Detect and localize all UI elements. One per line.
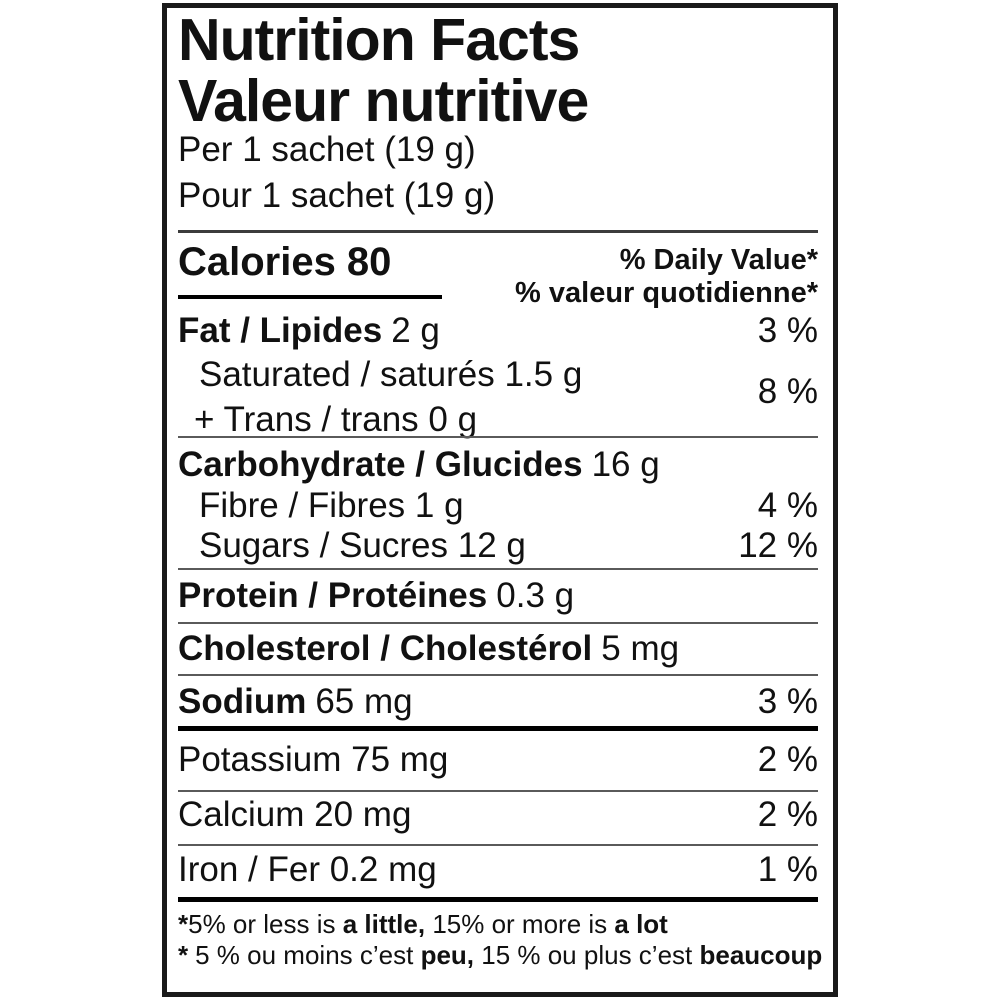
nutrient-row-calcium: Calcium 20 mg 2 % bbox=[178, 794, 818, 836]
cholesterol-amount: 5 mg bbox=[601, 629, 680, 668]
sugars-name: Sugars / Sucres 12 g bbox=[199, 526, 526, 565]
serving-divider bbox=[178, 230, 818, 233]
footnote-en: *5% or less is a little, 15% or more is … bbox=[178, 909, 668, 939]
calcium-divider bbox=[178, 844, 818, 846]
protein-name: Protein / Protéines 0.3 g bbox=[178, 576, 575, 615]
nutrient-row-sugars: Sugars / Sucres 12 g 12 % bbox=[178, 525, 818, 567]
nutrient-row-potassium: Potassium 75 mg 2 % bbox=[178, 739, 818, 781]
serving-size-en: Per 1 sachet (19 g) bbox=[178, 130, 476, 169]
protein-divider bbox=[178, 622, 818, 624]
calcium-daily-value: 2 % bbox=[757, 795, 818, 834]
sodium-name: Sodium 65 mg bbox=[178, 682, 413, 721]
protein-amount: 0.3 g bbox=[496, 576, 575, 615]
fat-name: Fat / Lipides 2 g bbox=[178, 311, 440, 350]
nutrient-row-sodium: Sodium 65 mg 3 % bbox=[178, 681, 818, 723]
cholesterol-name: Cholesterol / Cholestérol 5 mg bbox=[178, 629, 680, 668]
title-en: Nutrition Facts bbox=[178, 7, 580, 73]
nutrient-row-fat: Fat / Lipides 2 g 3 % bbox=[178, 310, 818, 352]
fat-divider bbox=[178, 436, 818, 438]
daily-value-header: % Daily Value* % valeur quotidienne* bbox=[178, 244, 818, 310]
fat-daily-value: 3 % bbox=[757, 311, 818, 350]
fat-amount: 2 g bbox=[391, 311, 440, 350]
daily-value-header-en: % Daily Value* bbox=[619, 244, 818, 276]
nutrient-row-cholesterol: Cholesterol / Cholestérol 5 mg bbox=[178, 628, 818, 670]
serving-block: Per 1 sachet (19 g) Pour 1 sachet (19 g) bbox=[178, 127, 818, 219]
potassium-divider bbox=[178, 790, 818, 792]
fibre-daily-value: 4 % bbox=[757, 486, 818, 525]
calories-label: Calories bbox=[178, 240, 336, 284]
nutrient-row-iron: Iron / Fer 0.2 mg 1 % bbox=[178, 849, 818, 891]
trans-name: + Trans / trans 0 g bbox=[194, 400, 478, 439]
calories-underline bbox=[178, 295, 442, 299]
sodium-thick-divider bbox=[178, 726, 818, 731]
sodium-daily-value: 3 % bbox=[757, 682, 818, 721]
daily-value-header-fr: % valeur quotidienne* bbox=[515, 277, 818, 309]
footnote-fr: * 5 % ou moins c’est peu, 15 % ou plus c’… bbox=[178, 940, 823, 970]
saturated-trans-daily-value: 8 % bbox=[757, 372, 818, 411]
nutrient-row-fibre: Fibre / Fibres 1 g 4 % bbox=[178, 485, 818, 527]
nutrient-row-protein: Protein / Protéines 0.3 g bbox=[178, 575, 818, 617]
carbohydrate-name: Carbohydrate / Glucides 16 g bbox=[178, 445, 660, 484]
saturated-name: Saturated / saturés 1.5 g bbox=[199, 355, 583, 394]
sodium-amount: 65 mg bbox=[315, 682, 413, 721]
serving-size-fr: Pour 1 sachet (19 g) bbox=[178, 176, 496, 215]
nutrient-row-saturated: Saturated / saturés 1.5 g bbox=[178, 354, 818, 396]
nutrition-facts-panel: Nutrition Facts Valeur nutritive Per 1 s… bbox=[162, 3, 838, 997]
sugars-daily-value: 12 % bbox=[738, 526, 818, 565]
carbohydrate-divider bbox=[178, 568, 818, 570]
iron-daily-value: 1 % bbox=[757, 850, 818, 889]
iron-name: Iron / Fer 0.2 mg bbox=[178, 850, 437, 889]
footnote-block: *5% or less is a little, 15% or more is … bbox=[178, 909, 823, 971]
calories-value: 80 bbox=[346, 240, 392, 284]
nutrient-row-carbohydrate: Carbohydrate / Glucides 16 g bbox=[178, 444, 818, 486]
calories-row: Calories 80 bbox=[178, 239, 818, 285]
cholesterol-divider bbox=[178, 674, 818, 676]
iron-thick-divider bbox=[178, 897, 818, 902]
carbohydrate-amount: 16 g bbox=[591, 445, 660, 484]
title-block: Nutrition Facts Valeur nutritive bbox=[178, 10, 818, 132]
fibre-name: Fibre / Fibres 1 g bbox=[199, 486, 464, 525]
calcium-name: Calcium 20 mg bbox=[178, 795, 412, 834]
potassium-daily-value: 2 % bbox=[757, 740, 818, 779]
potassium-name: Potassium 75 mg bbox=[178, 740, 449, 779]
title-fr: Valeur nutritive bbox=[178, 68, 589, 134]
nutrient-row-trans: + Trans / trans 0 g bbox=[178, 399, 818, 441]
